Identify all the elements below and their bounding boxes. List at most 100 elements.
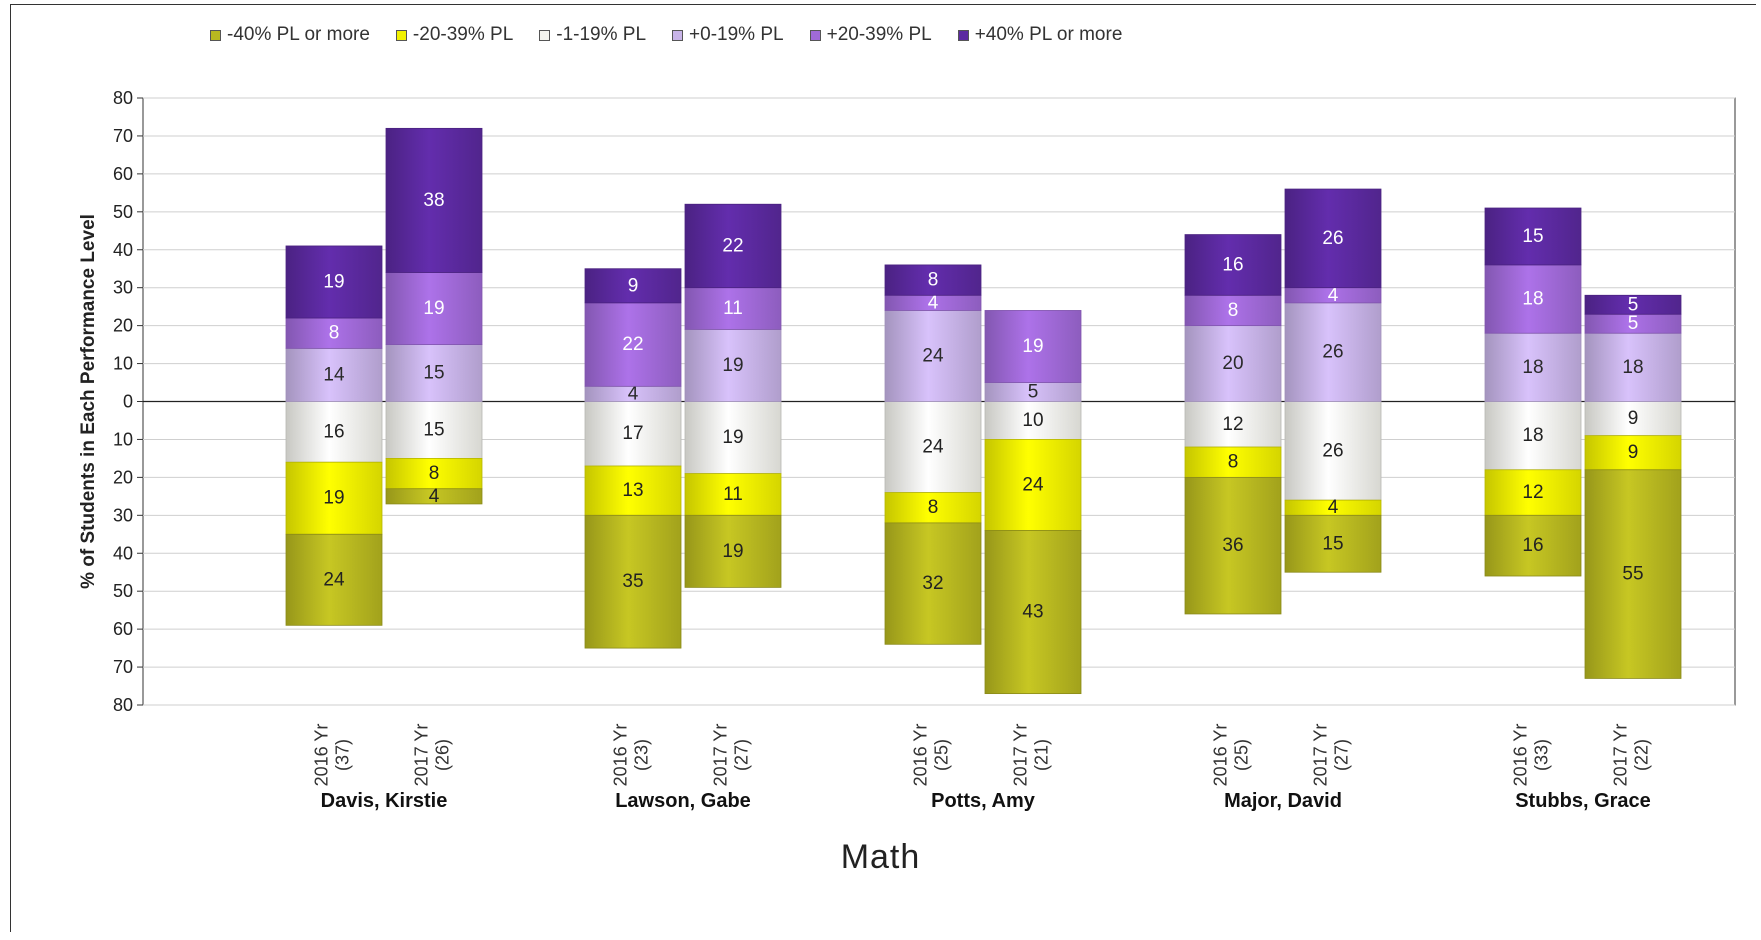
data-label: 26 <box>1322 342 1343 363</box>
data-label: 24 <box>1022 474 1044 495</box>
x-category-label: 2017 Yr(27) <box>711 724 752 787</box>
bar-segment <box>984 439 1082 531</box>
y-tick-label: 80 <box>113 88 133 108</box>
legend-item: -1-19% PL <box>539 24 646 46</box>
x-category-label: 2016 Yr(25) <box>1211 724 1252 787</box>
y-tick-label: 20 <box>113 316 133 336</box>
data-label: 4 <box>1328 285 1339 306</box>
group-label: Major, David <box>1224 790 1342 812</box>
legend-label: -40% PL or more <box>227 24 370 45</box>
legend-label: -1-19% PL <box>556 24 647 45</box>
bar-segment <box>1484 332 1582 402</box>
data-label: 55 <box>1622 564 1643 585</box>
data-label: 8 <box>429 463 440 484</box>
legend-item: +0-19% PL <box>672 24 784 46</box>
y-tick-label: 60 <box>113 164 133 184</box>
data-label: 10 <box>1022 410 1043 431</box>
data-label: 35 <box>622 571 643 592</box>
y-tick-label: 60 <box>113 619 133 639</box>
x-category-label: 2016 Yr(25) <box>911 724 952 787</box>
legend-swatch <box>672 29 684 41</box>
bar-segment <box>385 127 483 273</box>
data-label: 15 <box>1522 226 1543 247</box>
bar-segment <box>984 310 1082 383</box>
data-label: 24 <box>922 437 944 458</box>
legend-label: +20-39% PL <box>826 24 932 45</box>
data-label: 12 <box>1522 482 1543 503</box>
x-category-label: 2016 Yr(33) <box>1511 724 1552 787</box>
legend-item: +20-39% PL <box>809 24 932 46</box>
bar-segment <box>584 302 682 387</box>
data-label: 24 <box>323 569 345 590</box>
data-label: 4 <box>429 486 440 507</box>
y-tick-label: 10 <box>113 354 133 374</box>
bar-segment <box>1584 435 1682 471</box>
data-label: 19 <box>323 271 344 292</box>
chart-title: Math <box>840 838 921 876</box>
data-label: 26 <box>1322 440 1343 461</box>
data-label: 11 <box>723 298 743 319</box>
bar-segment <box>1484 401 1582 471</box>
data-label: 22 <box>622 334 643 355</box>
y-tick-label: 50 <box>113 581 133 601</box>
bar-segment <box>1584 469 1682 679</box>
bar-segment <box>584 514 682 649</box>
data-label: 4 <box>928 292 939 313</box>
bar-segment <box>1284 514 1382 573</box>
legend-item: -40% PL or more <box>210 24 370 46</box>
legend-swatch <box>957 29 969 41</box>
y-tick-label: 50 <box>113 202 133 222</box>
data-label: 24 <box>922 345 944 366</box>
data-label: 18 <box>1522 425 1543 446</box>
bar-segment <box>684 401 782 474</box>
legend-label: +0-19% PL <box>689 24 784 45</box>
y-tick-label: 20 <box>113 467 133 487</box>
bar-segment <box>684 329 782 402</box>
data-label: 32 <box>922 573 943 594</box>
bar-segment <box>884 522 982 645</box>
data-label: 22 <box>722 235 743 256</box>
bar-segment <box>1484 514 1582 577</box>
data-label: 11 <box>723 484 743 505</box>
y-tick-label: 0 <box>123 392 133 412</box>
data-label: 5 <box>1628 313 1639 334</box>
bar-segment <box>884 264 982 296</box>
data-label: 15 <box>423 363 444 384</box>
x-category-label: 2017 Yr(22) <box>1611 724 1652 787</box>
legend-label: +40% PL or more <box>974 24 1123 45</box>
data-label: 43 <box>1022 602 1043 623</box>
bar-segment <box>984 530 1082 695</box>
data-label: 8 <box>1228 452 1239 473</box>
y-tick-label: 80 <box>113 695 133 715</box>
bar-segment <box>385 344 483 402</box>
bar-segment <box>584 401 682 467</box>
data-label: 9 <box>1628 408 1639 429</box>
data-label: 13 <box>622 480 643 501</box>
legend-swatch <box>809 29 821 41</box>
data-label: 8 <box>329 323 340 344</box>
bar-segment <box>984 401 1082 440</box>
bar-segment <box>684 203 782 289</box>
data-label: 14 <box>323 364 345 385</box>
bar-segment <box>285 461 383 535</box>
data-label: 38 <box>423 190 444 211</box>
bar-segment <box>1284 401 1382 501</box>
data-label: 8 <box>928 497 939 518</box>
group-label: Potts, Amy <box>931 790 1036 812</box>
bar-segment <box>1584 294 1682 315</box>
bar-segment <box>1284 302 1382 402</box>
data-label: 4 <box>1328 497 1339 518</box>
y-tick-label: 30 <box>113 505 133 525</box>
group-label: Davis, Kirstie <box>321 790 448 812</box>
data-label: 8 <box>1228 300 1239 321</box>
y-tick-label: 10 <box>113 429 133 449</box>
x-category-label: 2017 Yr(27) <box>1311 724 1352 787</box>
bar-segment <box>684 514 782 588</box>
bar-segment <box>1284 188 1382 289</box>
data-label: 19 <box>1022 336 1043 357</box>
x-category-label: 2017 Yr(26) <box>412 724 453 787</box>
bar-segment <box>285 245 383 319</box>
data-label: 17 <box>622 423 643 444</box>
data-label: 8 <box>928 270 939 291</box>
data-label: 19 <box>722 355 743 376</box>
